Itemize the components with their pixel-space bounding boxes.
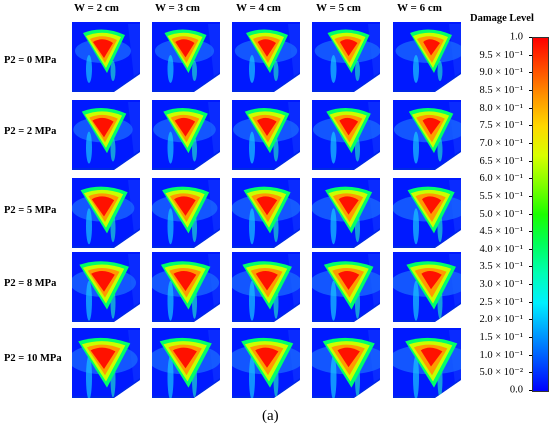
colorbar-tick-label: 4.5 × 10⁻¹ xyxy=(479,226,524,238)
damage-contour-plot xyxy=(150,98,222,170)
colorbar-tick-mark xyxy=(529,125,532,127)
colorbar-tick-mark xyxy=(529,372,532,374)
damage-contour-plot xyxy=(150,326,222,398)
colorbar-tick-label: 4.0 × 10⁻¹ xyxy=(479,243,524,255)
colorbar-tick-mark xyxy=(529,284,532,286)
colorbar-tick-mark xyxy=(529,54,532,56)
damage-contour-plot xyxy=(70,176,142,248)
colorbar-tick-mark xyxy=(529,89,532,91)
colorbar-tick-label: 0.0 xyxy=(509,384,523,396)
colorbar-tick-label: 1.0 xyxy=(509,31,523,43)
damage-contour-plot xyxy=(70,250,142,322)
damage-contour-plot xyxy=(70,326,142,398)
column-header: W = 2 cm xyxy=(74,2,119,14)
colorbar-tick-label: 3.5 × 10⁻¹ xyxy=(479,261,524,273)
colorbar-tick-label: 6.5 × 10⁻¹ xyxy=(479,155,524,167)
damage-contour-plot xyxy=(230,98,302,170)
damage-contour-plot xyxy=(391,20,463,92)
figure-caption: (a) xyxy=(262,408,279,424)
damage-contour-plot xyxy=(310,176,382,248)
colorbar xyxy=(532,37,549,392)
damage-contour-plot xyxy=(230,250,302,322)
colorbar-tick-label: 9.0 × 10⁻¹ xyxy=(479,67,524,79)
colorbar-tick-label: 7.5 × 10⁻¹ xyxy=(479,120,524,132)
damage-contour-plot xyxy=(391,326,463,398)
damage-contour-plot xyxy=(230,176,302,248)
colorbar-tick-label: 9.5 × 10⁻¹ xyxy=(479,49,524,61)
damage-contour-plot xyxy=(391,250,463,322)
colorbar-tick-label: 5.0 × 10⁻¹ xyxy=(479,208,524,220)
colorbar-tick-label: 6.0 × 10⁻¹ xyxy=(479,173,524,185)
colorbar-tick-mark xyxy=(529,337,532,339)
colorbar-tick-label: 8.5 × 10⁻¹ xyxy=(479,84,524,96)
damage-contour-plot xyxy=(150,20,222,92)
damage-contour-plot xyxy=(391,98,463,170)
colorbar-tick-label: 2.5 × 10⁻¹ xyxy=(479,296,524,308)
damage-contour-plot xyxy=(230,20,302,92)
row-header: P2 = 5 MPa xyxy=(4,205,57,216)
colorbar-tick-mark xyxy=(529,231,532,233)
row-header: P2 = 2 MPa xyxy=(4,126,57,137)
damage-contour-plot xyxy=(70,20,142,92)
colorbar-tick-mark xyxy=(529,390,532,391)
row-header: P2 = 10 MPa xyxy=(4,353,62,364)
colorbar-tick-mark xyxy=(529,37,532,38)
colorbar-tick-label: 3.0 × 10⁻¹ xyxy=(479,279,524,291)
colorbar-tick-label: 5.0 × 10⁻² xyxy=(479,367,524,379)
column-header: W = 3 cm xyxy=(155,2,200,14)
damage-contour-plot xyxy=(310,98,382,170)
column-header: W = 5 cm xyxy=(316,2,361,14)
column-header: W = 4 cm xyxy=(236,2,281,14)
colorbar-tick-mark xyxy=(529,178,532,180)
colorbar-tick-mark xyxy=(529,319,532,321)
colorbar-tick-label: 8.0 × 10⁻¹ xyxy=(479,102,524,114)
colorbar-tick-mark xyxy=(529,248,532,250)
colorbar-tick-mark xyxy=(529,195,532,197)
column-header: W = 6 cm xyxy=(397,2,442,14)
colorbar-tick-mark xyxy=(529,301,532,303)
colorbar-tick-mark xyxy=(529,142,532,144)
colorbar-tick-mark xyxy=(529,160,532,162)
damage-contour-plot xyxy=(230,326,302,398)
colorbar-tick-mark xyxy=(529,354,532,356)
damage-contour-plot xyxy=(150,176,222,248)
colorbar-tick-label: 7.0 × 10⁻¹ xyxy=(479,137,524,149)
damage-contour-plot xyxy=(310,250,382,322)
colorbar-tick-label: 2.0 × 10⁻¹ xyxy=(479,314,524,326)
colorbar-tick-label: 1.5 × 10⁻¹ xyxy=(479,332,524,344)
colorbar-tick-mark xyxy=(529,72,532,74)
damage-contour-plot xyxy=(310,20,382,92)
row-header: P2 = 8 MPa xyxy=(4,278,57,289)
colorbar-tick-label: 5.5 × 10⁻¹ xyxy=(479,190,524,202)
colorbar-tick-mark xyxy=(529,266,532,268)
damage-contour-plot xyxy=(70,98,142,170)
damage-contour-plot xyxy=(150,250,222,322)
damage-contour-plot xyxy=(310,326,382,398)
row-header: P2 = 0 MPa xyxy=(4,55,57,66)
damage-contour-plot xyxy=(391,176,463,248)
colorbar-tick-mark xyxy=(529,107,532,109)
colorbar-tick-label: 1.0 × 10⁻¹ xyxy=(479,349,524,361)
colorbar-tick-mark xyxy=(529,213,532,215)
colorbar-title: Damage Level xyxy=(470,13,534,24)
